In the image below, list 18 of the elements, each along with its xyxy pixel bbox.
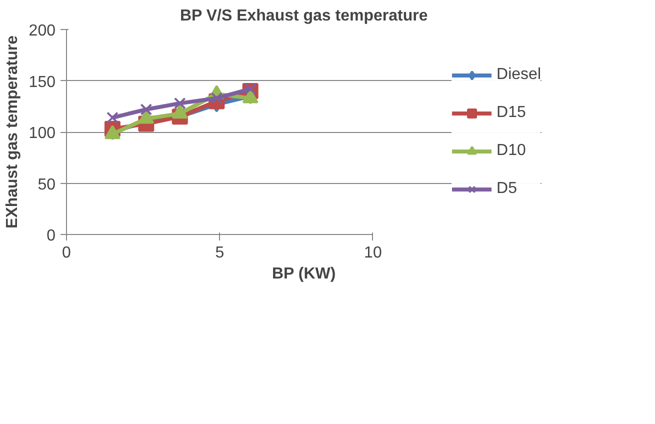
x-tick-label: 10 — [364, 244, 382, 262]
y-tick-label: 50 — [38, 176, 56, 194]
point — [106, 112, 118, 124]
legend-label: D15 — [496, 104, 526, 122]
y-tick-label: 200 — [28, 22, 56, 40]
chart-title: BP V/S Exhaust gas temperature — [180, 8, 428, 24]
legend-label: Diesel — [496, 66, 541, 84]
legend-label: D10 — [496, 142, 526, 160]
y-tick-label: 100 — [28, 125, 56, 142]
point — [174, 97, 186, 110]
x-tick-label: 5 — [215, 244, 224, 262]
point — [140, 104, 152, 116]
y-axis-title: EXhaust gas temperature — [4, 35, 21, 228]
y-tick-label: 0 — [46, 228, 56, 244]
x-tick-label: 0 — [62, 244, 72, 262]
y-tick-label: 150 — [28, 74, 56, 91]
x-axis-title: BP (KW) — [272, 266, 336, 282]
legend-label: D5 — [496, 180, 517, 198]
